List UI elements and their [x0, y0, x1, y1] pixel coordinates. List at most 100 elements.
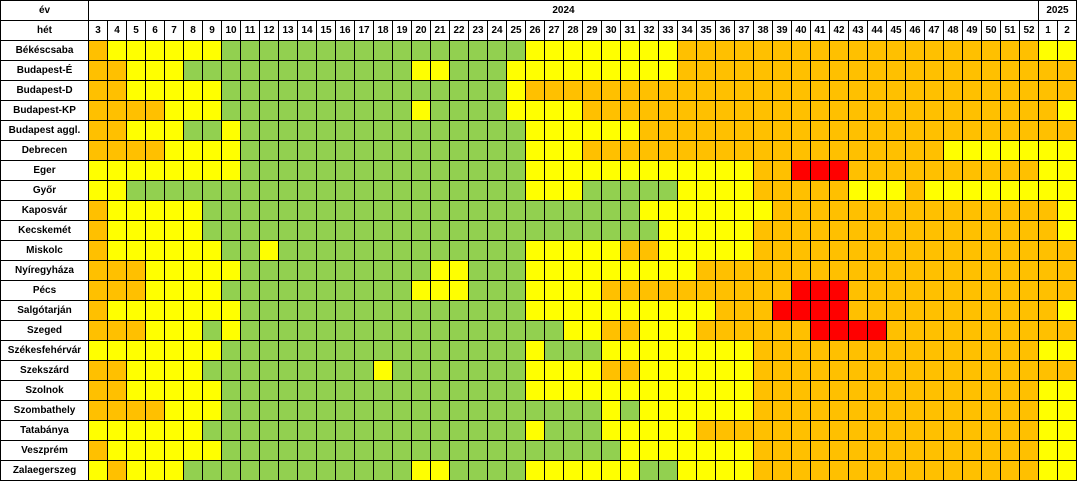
heat-cell: [544, 420, 564, 441]
heat-cell: [449, 40, 469, 61]
heat-cell: [297, 340, 317, 361]
heat-cell: [962, 140, 982, 161]
heat-cell: [468, 340, 488, 361]
heat-cell: [202, 140, 222, 161]
heat-cell: [449, 80, 469, 101]
heat-cell: [240, 320, 260, 341]
heat-cell: [601, 140, 621, 161]
heat-cell: [848, 380, 868, 401]
heat-cell: [1019, 320, 1039, 341]
heat-cell: [753, 240, 773, 261]
city-row: Székesfehérvár: [0, 340, 1077, 361]
heat-cell: [240, 180, 260, 201]
heat-cell: [259, 400, 279, 421]
heat-cell: [316, 240, 336, 261]
heat-cell: [221, 140, 241, 161]
heat-cell: [107, 320, 127, 341]
heat-cell: [202, 380, 222, 401]
heat-cell: [848, 420, 868, 441]
heat-cell: [658, 100, 678, 121]
heat-cell: [506, 380, 526, 401]
heat-cell: [715, 280, 735, 301]
heat-cell: [715, 140, 735, 161]
heat-cell: [772, 160, 792, 181]
heat-cell: [411, 40, 431, 61]
heat-cell: [848, 140, 868, 161]
heat-cell: [886, 300, 906, 321]
heat-cell: [221, 440, 241, 461]
heat-cell: [145, 360, 165, 381]
heat-cell: [297, 360, 317, 381]
city-row: Szekszárd: [0, 360, 1077, 381]
heat-cell: [696, 80, 716, 101]
heat-cell: [791, 280, 811, 301]
heat-cell: [981, 440, 1001, 461]
heat-cell: [487, 440, 507, 461]
heat-cell: [145, 380, 165, 401]
heat-cell: [1038, 140, 1058, 161]
heat-cell: [1057, 280, 1077, 301]
heat-cell: [753, 180, 773, 201]
heat-cell: [867, 380, 887, 401]
heat-cell: [373, 220, 393, 241]
heat-cell: [943, 120, 963, 141]
heat-cell: [335, 380, 355, 401]
heat-cell: [278, 300, 298, 321]
heat-cell: [411, 80, 431, 101]
heat-cell: [145, 60, 165, 81]
heat-cell: [430, 320, 450, 341]
heat-cell: [107, 260, 127, 281]
heat-cell: [240, 80, 260, 101]
heat-cell: [734, 200, 754, 221]
heat-cell: [677, 160, 697, 181]
heat-cell: [1057, 80, 1077, 101]
heat-cell: [183, 200, 203, 221]
heat-cell: [867, 140, 887, 161]
heat-cell: [506, 40, 526, 61]
heat-cell: [468, 440, 488, 461]
heat-cell: [696, 60, 716, 81]
heat-cell: [715, 60, 735, 81]
city-row: Győr: [0, 180, 1077, 201]
heat-cell: [88, 80, 108, 101]
heat-cell: [544, 380, 564, 401]
heat-cell: [373, 440, 393, 461]
heat-cell: [430, 260, 450, 281]
heat-cell: [715, 240, 735, 261]
heat-cell: [392, 360, 412, 381]
heat-cell: [392, 340, 412, 361]
heat-cell: [525, 200, 545, 221]
heat-cell: [715, 80, 735, 101]
heat-cell: [278, 120, 298, 141]
heat-cell: [202, 180, 222, 201]
heat-cell: [278, 400, 298, 421]
heat-cell: [924, 80, 944, 101]
heat-cell: [468, 300, 488, 321]
heat-cell: [1057, 200, 1077, 221]
heat-cell: [658, 460, 678, 481]
heat-cell: [620, 260, 640, 281]
heat-cell: [392, 440, 412, 461]
heat-cell: [905, 300, 925, 321]
heat-cell: [924, 380, 944, 401]
heat-cell: [126, 100, 146, 121]
heat-cell: [1000, 260, 1020, 281]
heat-cell: [487, 300, 507, 321]
year-row: év 2024 2025: [0, 0, 1077, 21]
heat-cell: [202, 320, 222, 341]
heat-cell: [848, 60, 868, 81]
heat-cell: [677, 80, 697, 101]
heat-cell: [335, 260, 355, 281]
heat-cell: [677, 40, 697, 61]
heat-cell: [1038, 300, 1058, 321]
week-number: 1: [1038, 20, 1058, 41]
heat-cell: [620, 200, 640, 221]
heat-cell: [202, 260, 222, 281]
heat-cell: [1000, 240, 1020, 261]
heat-cell: [164, 320, 184, 341]
heat-cell: [411, 420, 431, 441]
heat-cell: [278, 280, 298, 301]
heat-cell: [886, 260, 906, 281]
heat-cell: [848, 100, 868, 121]
heat-cell: [715, 420, 735, 441]
